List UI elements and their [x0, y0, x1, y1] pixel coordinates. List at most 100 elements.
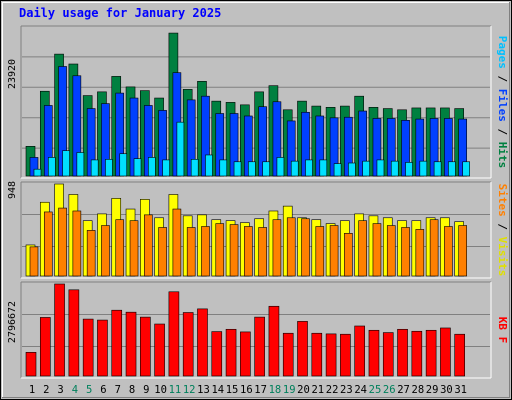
day-label: 1	[29, 384, 35, 396]
visits-bar-sites	[358, 220, 367, 277]
usage-bar-pages	[190, 158, 199, 177]
usage-bar-pages	[119, 153, 128, 177]
kbytes-bar	[97, 319, 108, 377]
usage-bar-pages	[319, 159, 328, 177]
usage-bar-pages	[133, 158, 142, 177]
kbytes-bar	[154, 323, 165, 377]
usage-bar-pages	[248, 161, 256, 177]
visits-legend: Sites / Visits	[496, 184, 509, 277]
day-label: 30	[440, 384, 453, 396]
day-label: 16	[240, 384, 253, 396]
kbytes-bar	[39, 317, 51, 377]
usage-bar-pages	[176, 121, 185, 177]
usage-legend-separator: /	[496, 69, 509, 89]
usage-bar-pages	[62, 150, 70, 177]
kbytes-bar	[254, 316, 265, 377]
kbytes-bar	[25, 352, 37, 377]
day-label: 29	[426, 384, 439, 396]
usage-bar-pages	[362, 160, 370, 177]
usage-panel-ymax-label: 23920	[7, 59, 18, 89]
kbytes-bar	[168, 291, 180, 377]
day-label: 10	[154, 384, 167, 396]
visits-bar-sites	[58, 207, 67, 277]
usage-bar-pages	[305, 159, 313, 177]
visits-bar-sites	[344, 232, 353, 277]
day-label: 13	[197, 384, 210, 396]
visits-bar-sites	[144, 214, 153, 277]
usage-bar-pages	[162, 159, 170, 177]
usage-bar-pages	[233, 161, 242, 177]
visits-bar-sites	[101, 225, 110, 277]
visits-bar-sites	[229, 224, 239, 277]
kbytes-bar	[382, 332, 394, 377]
day-label: 5	[86, 384, 92, 396]
visits-bar-sites	[29, 246, 39, 277]
usage-bar-pages	[433, 161, 442, 177]
day-label: 28	[412, 384, 425, 396]
usage-legend-item: Files	[496, 89, 509, 122]
day-label: 23	[340, 384, 353, 396]
kbytes-bar	[311, 332, 323, 377]
usage-bar-pages	[90, 159, 99, 177]
day-label: 27	[397, 384, 410, 396]
chart-title: Daily usage for January 2025	[19, 6, 222, 20]
visits-bar-sites	[172, 208, 182, 277]
day-label: 2	[43, 384, 49, 396]
visits-bar-sites	[158, 227, 167, 277]
visits-bar-sites	[72, 210, 82, 277]
visits-bar-sites	[301, 218, 310, 277]
usage-bar-pages	[462, 161, 471, 177]
kbytes-bar	[454, 333, 466, 377]
day-label: 12	[183, 384, 196, 396]
kbytes-bar	[397, 328, 408, 377]
day-label: 20	[297, 384, 310, 396]
visits-bar-sites	[415, 229, 425, 277]
kbytes-bar	[125, 311, 137, 377]
day-label: 14	[211, 384, 224, 396]
kbytes-bar	[340, 333, 351, 377]
day-label: 4	[72, 384, 78, 396]
kbytes-bar	[197, 308, 208, 377]
visits-bar-sites	[201, 226, 210, 277]
visits-bar-sites	[258, 227, 267, 277]
visits-bar-sites	[386, 225, 396, 277]
day-label: 17	[254, 384, 267, 396]
visits-bar-sites	[401, 227, 410, 277]
kbytes-bar	[354, 325, 365, 377]
usage-legend-item: Pages	[496, 36, 509, 69]
kbytes-bar	[440, 327, 451, 377]
visits-bar-sites	[315, 226, 325, 277]
kbytes-bar	[411, 330, 423, 377]
usage-bar-pages	[333, 163, 342, 177]
day-label: 22	[326, 384, 339, 396]
day-label: 8	[129, 384, 135, 396]
kbytes-bar	[297, 321, 308, 377]
usage-bar-pages	[376, 159, 385, 177]
visits-bar-sites	[458, 225, 468, 277]
visits-bar-sites	[372, 223, 382, 277]
kbytes-bar	[268, 305, 280, 377]
usage-legend-separator: /	[496, 122, 509, 142]
usage-bar-pages	[47, 157, 56, 177]
kbytes-legend: KB F	[496, 317, 509, 344]
usage-bar-pages	[419, 160, 428, 177]
usage-bar-pages	[405, 162, 413, 177]
day-label: 19	[283, 384, 296, 396]
kbytes-bar	[240, 331, 251, 377]
kbytes-bar	[211, 331, 223, 377]
kbytes-bar	[111, 309, 123, 377]
day-label: 25	[369, 384, 382, 396]
visits-bar-sites	[86, 230, 96, 277]
kbytes-panel-ymax-label: 2796672	[7, 301, 18, 343]
visits-bar-sites	[129, 220, 139, 277]
kbytes-bar	[425, 329, 437, 377]
kbytes-bar	[368, 329, 380, 377]
day-label: 31	[454, 384, 467, 396]
visits-bar-sites	[43, 211, 53, 277]
usage-bar-pages	[290, 160, 299, 177]
usage-legend: Pages / Files / Hits	[496, 36, 509, 169]
usage-bar-pages	[448, 161, 456, 177]
kbytes-bar	[54, 283, 65, 377]
usage-bar-pages	[205, 154, 213, 177]
